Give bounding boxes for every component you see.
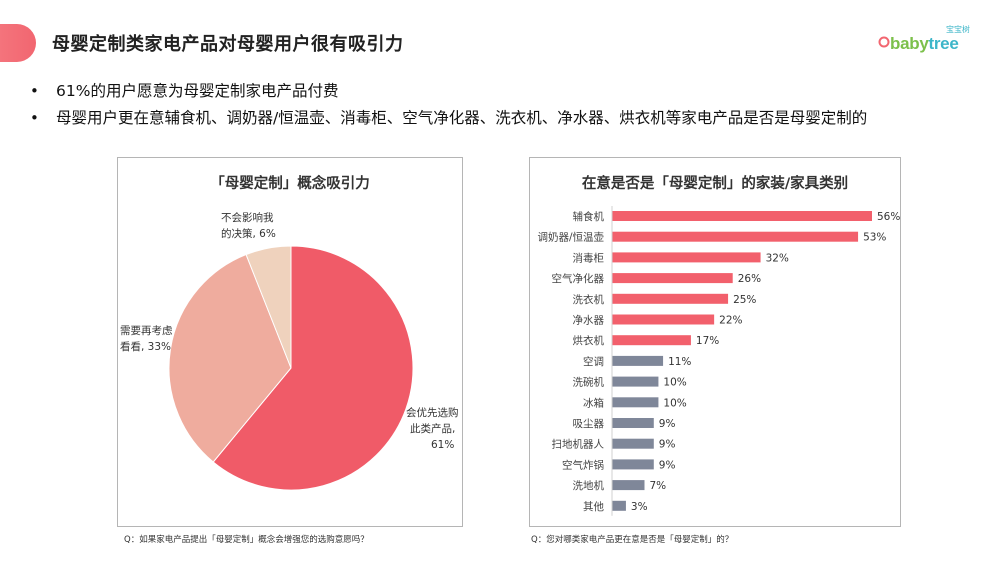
pie-slice-label: 需要再考虑看看, 33% [120, 325, 173, 353]
category-label: 空气净化器 [552, 272, 605, 285]
bar [612, 252, 761, 263]
bar-value-label: 32% [766, 252, 789, 264]
category-label: 扫地机器人 [552, 438, 605, 451]
logo-text-b: tree [928, 34, 959, 53]
bar-value-label: 9% [659, 418, 676, 430]
bar [612, 273, 733, 284]
bullet-item: 母婴用户更在意辅食机、调奶器/恒温壶、消毒柜、空气净化器、洗衣机、净水器、烘衣机… [28, 105, 867, 132]
bar-value-label: 25% [733, 294, 756, 306]
pie-slice-label: 会优先选购此类产品, 61% [406, 406, 459, 451]
bar-value-label: 53% [863, 232, 886, 244]
bar-value-label: 10% [663, 397, 686, 409]
bar-value-label: 26% [738, 273, 761, 285]
category-label: 净水器 [573, 314, 605, 327]
bar-chart: 辅食机 56% 调奶器/恒温壶 53% 消毒柜 32% 空气净化器 26% 洗衣机 25% 净水器 2… [537, 206, 900, 516]
bar [612, 376, 659, 387]
bar [612, 314, 715, 325]
summary-bullets: 61%的用户愿意为母婴定制家电产品付费 母婴用户更在意辅食机、调奶器/恒温壶、消… [28, 78, 867, 132]
bar-value-label: 56% [877, 211, 900, 223]
category-label: 辅食机 [573, 210, 605, 223]
bar-chart-title: 在意是否是「母婴定制」的家装/家具类别 [581, 176, 849, 192]
category-label: 调奶器/恒温壶 [537, 231, 604, 244]
bar [612, 438, 654, 449]
category-label: 其他 [583, 500, 604, 513]
survey-question-left: Q：如果家电产品提出「母婴定制」概念会增强您的选购意愿吗？ [124, 535, 369, 545]
category-label: 烘衣机 [573, 334, 605, 347]
bar [612, 355, 664, 366]
bar [612, 418, 654, 428]
bar-value-label: 3% [631, 501, 648, 513]
bar [612, 211, 872, 221]
pie-chart-title: 「母婴定制」概念吸引力 [210, 176, 370, 192]
pie-chart: 会优先选购此类产品, 61% 需要再考虑看看, 33% 不会影响我的决策, 6% [120, 211, 459, 491]
logo-mark-icon [878, 36, 890, 48]
page-title: 母婴定制类家电产品对母婴用户很有吸引力 [52, 34, 404, 55]
category-label: 洗地机 [573, 479, 605, 492]
bar-value-label: 9% [659, 439, 676, 451]
bar-value-label: 11% [668, 356, 691, 368]
pie-slice [212, 245, 414, 491]
bar-value-label: 7% [650, 480, 667, 492]
category-label: 空调 [583, 355, 604, 368]
bar [612, 397, 659, 408]
category-label: 消毒柜 [573, 251, 605, 264]
logo-small-text: 宝宝树 [946, 25, 970, 34]
pie-slice [168, 253, 292, 463]
bar [612, 500, 626, 511]
bar-value-label: 9% [659, 459, 676, 471]
bar [612, 335, 691, 346]
pie-slice-label: 不会影响我的决策, 6% [221, 211, 276, 240]
category-label: 吸尘器 [573, 418, 605, 430]
category-label: 洗衣机 [573, 293, 605, 306]
bar [612, 480, 645, 491]
logo-text-a: baby [890, 34, 929, 53]
bar [612, 293, 729, 304]
bar-value-label: 22% [719, 315, 742, 327]
category-label: 洗碗机 [573, 376, 605, 389]
babytree-logo: 宝宝树 babytree [878, 24, 978, 58]
bar-value-label: 17% [696, 335, 719, 347]
bar-chart-panel: 在意是否是「母婴定制」的家装/家具类别 辅食机 56% 调奶器/恒温壶 53% 消毒柜 3… [529, 157, 901, 527]
pie-chart-panel: 「母婴定制」概念吸引力 会优先选购此类产品, 61% 需要再考虑看看, 33% 不会影… [117, 157, 463, 527]
category-label: 冰箱 [583, 396, 604, 409]
title-accent-pill [0, 24, 36, 62]
category-label: 空气炸锅 [562, 458, 604, 471]
pie-slice [245, 245, 292, 369]
bar [612, 459, 654, 470]
survey-question-right: Q：您对哪类家电产品更在意是否是「母婴定制」的？ [531, 535, 734, 545]
bullet-item: 61%的用户愿意为母婴定制家电产品付费 [28, 78, 867, 105]
bar [612, 231, 859, 242]
bar-value-label: 10% [663, 377, 686, 389]
logo-text: babytree [890, 34, 959, 54]
